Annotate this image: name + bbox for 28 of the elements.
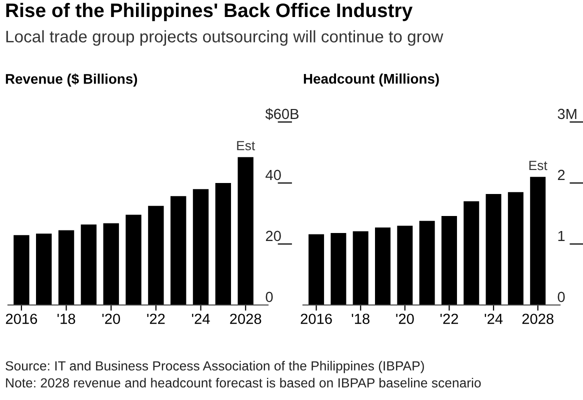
x-tick-label: '22 (147, 314, 165, 324)
x-tick-label: '18 (58, 314, 76, 324)
x-tick-label: '18 (352, 314, 370, 324)
annotation: Est (529, 160, 548, 170)
source-note: Source: IT and Business Process Association of the Philippines (IBPAP) (6, 360, 424, 374)
x-tick-label: '24 (484, 314, 503, 324)
x-tick-label: '24 (192, 314, 210, 324)
x-tick-label: '20 (396, 314, 414, 324)
y-axis-title: Revenue ($ Billions) (6, 73, 138, 87)
y-tick-label: 0 (558, 292, 565, 302)
x-tick-label: 2028 (230, 314, 262, 324)
y-tick-label: 3M (558, 108, 576, 120)
chart-subtitle: Local trade group projects outsourcing will continue to grow (6, 30, 444, 46)
annotation: Est (237, 141, 256, 150)
y-axis-title: Headcount (Millions) (304, 74, 439, 86)
x-tick-label: '22 (440, 314, 458, 324)
chart-title: Rise of the Philippines' Back Office Industry (6, 2, 413, 22)
x-tick-label: 2028 (522, 314, 554, 324)
y-tick-label: 2 (558, 170, 565, 180)
x-tick-label: '20 (102, 314, 120, 324)
y-tick-label: 20 (266, 230, 281, 242)
y-tick-label: $60B (265, 108, 299, 120)
y-tick-label: 40 (266, 170, 281, 180)
y-tick-label: 1 (558, 230, 565, 241)
y-tick-label: 0 (266, 292, 273, 302)
x-tick-label: 2016 (6, 314, 38, 324)
text: Note: 2028 revenue and headcount forecast is based on IBPAP baseline scenario (6, 378, 481, 388)
x-tick-label: 2016 (300, 314, 332, 324)
